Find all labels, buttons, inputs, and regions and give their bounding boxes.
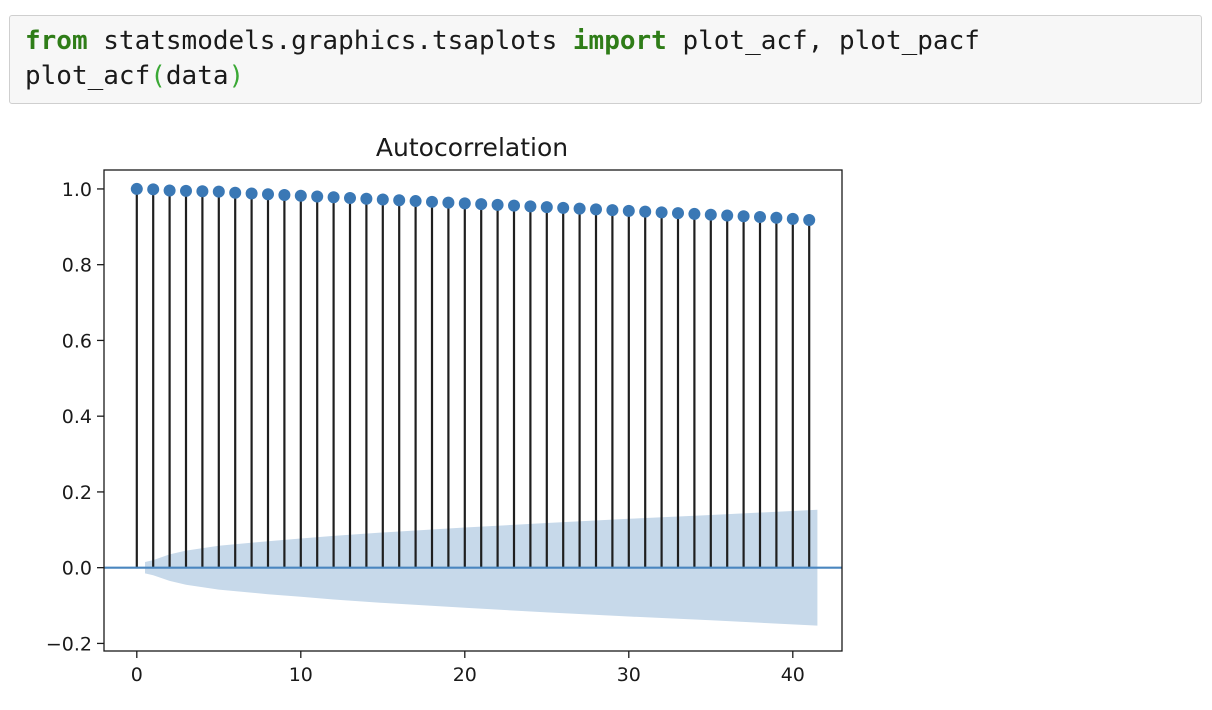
acf-marker <box>130 182 143 195</box>
function-arg: data <box>165 61 229 91</box>
acf-marker <box>590 203 602 216</box>
code-line-import: from statsmodels.graphics.tsaplots impor… <box>25 25 980 57</box>
close-paren: ) <box>228 61 245 91</box>
function-name: plot_acf <box>25 61 151 91</box>
y-tick-label: −0.2 <box>46 633 92 655</box>
y-tick-label: 1.0 <box>62 179 92 201</box>
acf-marker <box>327 191 340 204</box>
x-tick-label: 10 <box>289 664 313 686</box>
acf-marker <box>606 204 619 217</box>
code-cell[interactable]: from statsmodels.graphics.tsaplots impor… <box>9 15 1202 104</box>
acf-chart: Autocorrelation −0.2 0.0 0.2 0.4 0.6 0.8 1.0 0 1… <box>46 133 843 686</box>
open-paren: ( <box>150 61 166 91</box>
acf-marker <box>409 195 422 208</box>
acf-marker <box>458 197 471 210</box>
y-tick-label: 0.8 <box>62 255 92 277</box>
acf-marker <box>704 208 717 221</box>
acf-marker <box>508 199 520 212</box>
acf-marker <box>540 201 553 214</box>
acf-marker <box>655 206 668 219</box>
keyword-from: from <box>25 26 88 56</box>
acf-marker <box>475 198 488 211</box>
code-line-call: plot_acf(data) <box>25 60 244 92</box>
acf-marker <box>180 184 192 197</box>
acf-marker <box>426 195 438 208</box>
acf-marker <box>786 212 799 225</box>
x-tick-label: 30 <box>617 664 641 686</box>
x-tick-label: 40 <box>781 664 805 686</box>
acf-marker <box>344 192 356 205</box>
acf-marker <box>311 190 324 203</box>
acf-marker <box>229 186 242 199</box>
y-tick-label: 0.4 <box>62 406 92 428</box>
acf-marker <box>737 210 750 223</box>
acf-marker <box>393 194 406 207</box>
x-tick-label: 20 <box>453 664 477 686</box>
x-tick-label: 0 <box>131 664 143 686</box>
acf-marker <box>803 213 816 226</box>
acf-marker <box>212 185 225 198</box>
acf-marker <box>721 209 734 222</box>
acf-marker <box>360 192 373 205</box>
acf-marker <box>557 201 570 214</box>
module-name: statsmodels.graphics.tsaplots <box>87 26 573 56</box>
plot-frame <box>103 169 843 652</box>
acf-marker <box>294 189 307 202</box>
acf-marker <box>672 207 684 220</box>
keyword-import: import <box>572 26 667 56</box>
acf-marker <box>639 205 652 218</box>
acf-marker <box>770 211 783 224</box>
acf-marker <box>245 187 258 200</box>
output-area: Autocorrelation −0.2 0.0 0.2 0.4 0.6 0.8 1.0 0 1… <box>0 110 1212 710</box>
acf-marker <box>376 193 389 206</box>
acf-marker <box>262 188 274 201</box>
acf-marker <box>163 184 176 197</box>
y-tick-label: 0.6 <box>62 330 92 352</box>
acf-marker <box>688 207 701 220</box>
acf-marker <box>442 196 455 209</box>
y-tick-label: 0.0 <box>62 558 92 580</box>
acf-marker <box>573 202 586 215</box>
acf-marker <box>491 198 504 211</box>
y-tick-label: 0.2 <box>62 482 92 504</box>
imported-names: plot_acf, plot_pacf <box>666 26 980 56</box>
acf-marker <box>147 183 160 196</box>
acf-marker <box>622 204 635 217</box>
acf-marker <box>278 188 291 201</box>
acf-marker <box>524 200 537 213</box>
acf-marker <box>196 185 209 198</box>
acf-marker <box>754 210 766 223</box>
chart-title: Autocorrelation <box>376 133 568 162</box>
